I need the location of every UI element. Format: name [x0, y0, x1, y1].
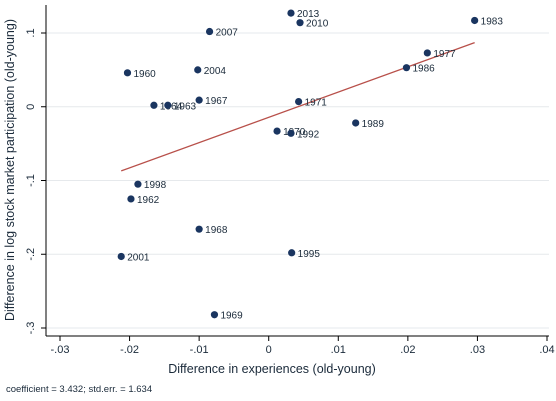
y-tick-label: 0 — [25, 104, 37, 110]
data-point — [352, 119, 360, 127]
data-point — [423, 49, 431, 57]
x-tick-label: .04 — [539, 344, 554, 356]
data-point — [117, 252, 125, 261]
data-point — [195, 96, 203, 104]
data-point — [194, 66, 202, 74]
point-label: 1967 — [205, 96, 228, 107]
data-point — [127, 195, 135, 203]
data-point — [296, 19, 304, 27]
y-axis-label: Difference in log stock market participa… — [3, 19, 17, 321]
data-point — [205, 27, 214, 36]
x-axis-label: Difference in experiences (old-young) — [168, 362, 376, 376]
data-point — [402, 64, 411, 72]
data-point — [195, 225, 203, 233]
gridlines — [46, 32, 549, 329]
x-tick-label: 0 — [266, 344, 272, 356]
point-label: 2013 — [297, 9, 320, 20]
data-point — [287, 129, 295, 137]
point-label: 1962 — [137, 195, 160, 206]
x-tick-label: .03 — [470, 344, 485, 356]
data-point — [210, 311, 219, 319]
point-label: 1968 — [205, 225, 228, 236]
y-tick-label: -.1 — [25, 174, 37, 187]
data-point — [287, 9, 295, 17]
fit-line-group — [121, 41, 475, 172]
x-tick-label: -.03 — [51, 344, 70, 356]
point-label: 1971 — [305, 98, 328, 109]
x-tick-label: .01 — [331, 344, 346, 356]
point-label: 1998 — [144, 180, 167, 191]
data-point — [164, 101, 172, 109]
point-label: 1995 — [298, 249, 321, 260]
x-tick-label: -.02 — [120, 344, 139, 356]
point-label: 1977 — [433, 49, 456, 60]
data-point — [471, 16, 479, 25]
data-point — [295, 97, 303, 106]
y-ticks: -.3 -.2 -.1 0 .1 — [25, 28, 46, 334]
point-label: 1969 — [220, 311, 243, 322]
data-point — [123, 69, 132, 77]
data-point — [288, 249, 296, 257]
stats-note: coefficient = 3.432; std.err. = 1.634 — [6, 384, 152, 395]
y-tick-label: -.3 — [25, 322, 37, 335]
x-ticks: -.03 -.02 -.01 0 .01 .02 .03 .04 — [51, 336, 555, 356]
point-label: 1960 — [133, 69, 156, 80]
point-label: 1983 — [481, 16, 504, 27]
point-label: 1963 — [174, 101, 197, 112]
point-label: 2001 — [127, 252, 150, 263]
x-tick-label: .02 — [400, 344, 415, 356]
point-label: 2004 — [204, 66, 227, 77]
point-label: 1986 — [412, 64, 435, 75]
y-tick-label: -.2 — [25, 248, 37, 261]
point-label: 2010 — [306, 19, 329, 30]
data-point — [273, 127, 281, 135]
y-tick-label: .1 — [25, 28, 37, 37]
point-label: 1989 — [362, 119, 385, 130]
point-label: 2007 — [216, 28, 239, 39]
data-point — [134, 180, 142, 188]
x-tick-label: -.01 — [190, 344, 209, 356]
data-point — [150, 101, 158, 109]
fit-line — [121, 41, 475, 172]
point-label: 1992 — [297, 129, 320, 140]
point-label: 1964 — [160, 101, 183, 112]
